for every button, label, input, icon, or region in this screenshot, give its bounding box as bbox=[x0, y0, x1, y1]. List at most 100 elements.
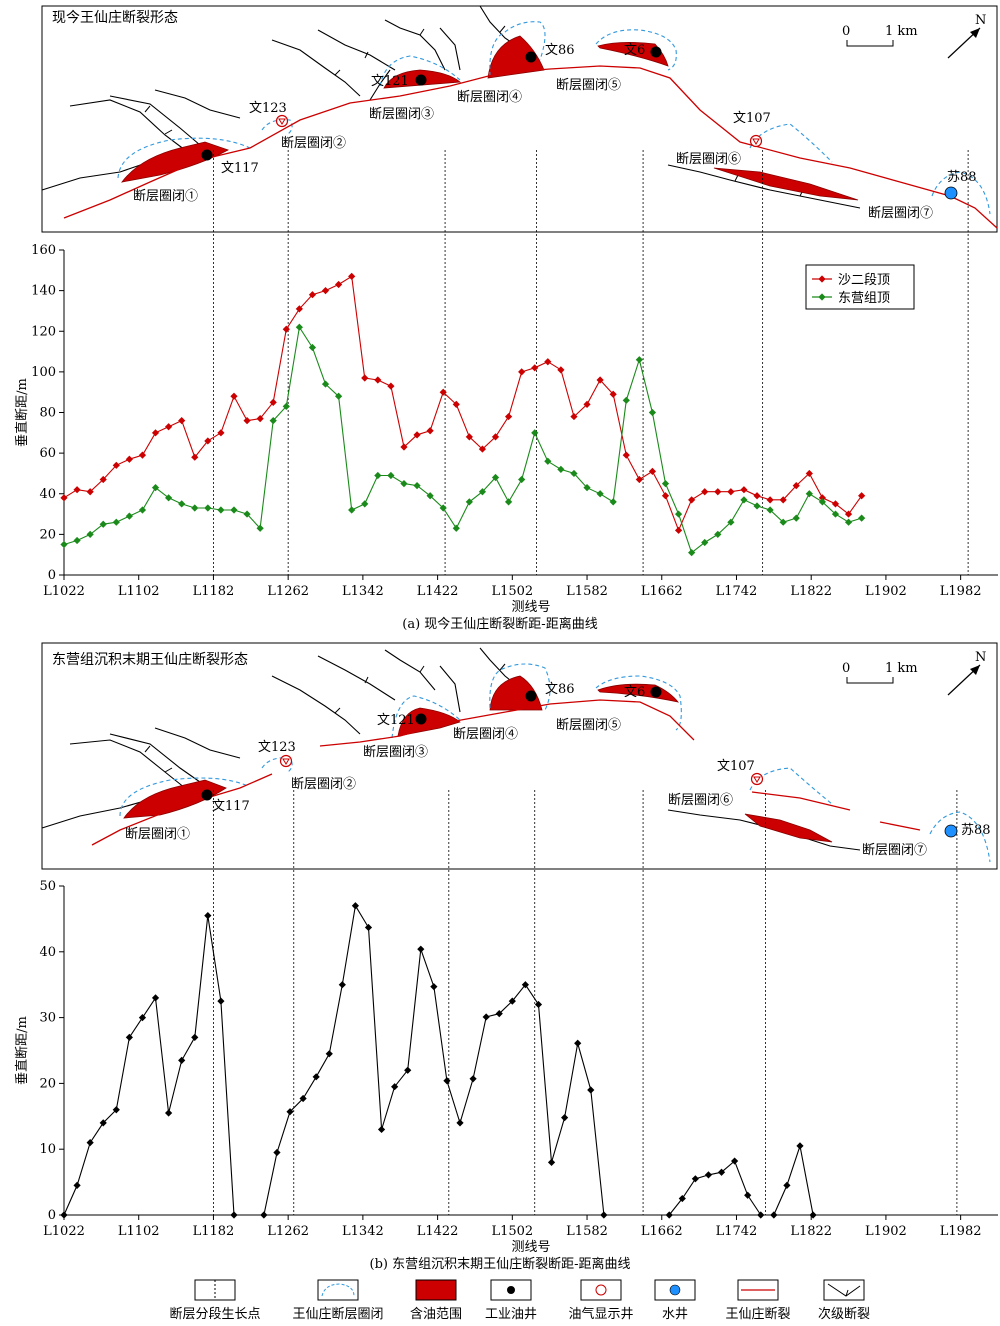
map-panel-a: 现今王仙庄断裂形态 0 1 km N bbox=[41, 5, 998, 233]
chart-b: 0 10 20 30 40 50 L1022 L1102 L1182 L1262 L1342 L142… bbox=[15, 790, 998, 1255]
data-point bbox=[417, 945, 425, 953]
data-point bbox=[178, 500, 186, 508]
x-tick-label: L1742 bbox=[716, 1224, 758, 1239]
map-panel-b: 东营组沉积末期王仙庄断裂形态 0 1 km N bbox=[41, 642, 998, 870]
well-label: 苏88 bbox=[947, 169, 977, 185]
data-point bbox=[727, 488, 735, 496]
data-point bbox=[191, 453, 199, 461]
data-point bbox=[426, 427, 434, 435]
x-tick-label: L1902 bbox=[865, 1224, 907, 1239]
oil-well-icon bbox=[415, 74, 427, 86]
closure-label: 断层圈闭① bbox=[125, 827, 190, 842]
data-point bbox=[534, 1000, 543, 1009]
legend-marker bbox=[818, 293, 826, 301]
data-point bbox=[178, 417, 186, 425]
well-label: 文117 bbox=[212, 799, 250, 814]
x-tick-label: L1102 bbox=[118, 584, 160, 599]
data-point bbox=[504, 412, 513, 421]
x-tick-label: L1582 bbox=[566, 584, 608, 599]
data-point bbox=[727, 518, 735, 526]
svg-text:N: N bbox=[975, 650, 986, 665]
x-tick-label: L1742 bbox=[716, 584, 758, 599]
y-tick-label: 80 bbox=[39, 406, 56, 421]
closure-label: 断层圈闭④ bbox=[453, 727, 518, 742]
legend-oil-area: 含油范围 bbox=[410, 1279, 462, 1322]
closure-label: 断层圈闭② bbox=[291, 777, 356, 792]
oil-well-icon bbox=[650, 46, 662, 58]
data-point bbox=[809, 1211, 817, 1219]
data-point bbox=[125, 512, 133, 520]
data-point bbox=[426, 492, 434, 500]
svg-text:水井: 水井 bbox=[662, 1307, 688, 1322]
data-point bbox=[831, 500, 840, 508]
data-point bbox=[282, 402, 290, 411]
closure-label: 断层圈闭② bbox=[281, 136, 346, 151]
legend-show-well: 油气显示井 bbox=[568, 1279, 634, 1322]
data-point bbox=[321, 287, 330, 295]
data-point bbox=[204, 437, 212, 445]
data-point bbox=[648, 467, 657, 476]
data-point bbox=[73, 536, 81, 545]
closure-outlines-a bbox=[117, 21, 991, 215]
data-point bbox=[377, 1125, 386, 1134]
y-tick-label: 160 bbox=[31, 243, 56, 258]
data-point bbox=[805, 469, 813, 478]
data-point bbox=[665, 1211, 673, 1219]
legend-marker bbox=[818, 275, 826, 283]
data-point bbox=[334, 392, 343, 400]
svg-text:油气显示井: 油气显示井 bbox=[568, 1306, 633, 1322]
data-point bbox=[165, 494, 173, 502]
data-point bbox=[260, 1211, 268, 1219]
series-line bbox=[263, 904, 605, 1216]
data-point bbox=[439, 388, 447, 396]
svg-text:王仙庄断裂: 王仙庄断裂 bbox=[725, 1306, 790, 1322]
show-well-icon bbox=[275, 114, 289, 128]
data-point bbox=[217, 997, 225, 1005]
data-point bbox=[286, 1108, 294, 1116]
water-well-icon bbox=[944, 824, 958, 838]
wells-b bbox=[201, 686, 958, 838]
data-point bbox=[531, 429, 539, 437]
data-point bbox=[831, 510, 840, 518]
svg-text:0: 0 bbox=[842, 24, 850, 39]
closure-label: 断层圈闭⑥ bbox=[676, 152, 741, 167]
data-point bbox=[792, 482, 800, 490]
y-tick-label: 120 bbox=[31, 324, 56, 339]
data-point bbox=[635, 356, 643, 364]
data-point bbox=[439, 504, 447, 512]
bottom-legend: 断层分段生长点 王仙庄断层圈闭 含油范围 工业油井 油气显示井 水井 bbox=[169, 1279, 870, 1322]
data-point bbox=[338, 981, 346, 989]
data-point bbox=[204, 912, 212, 920]
data-point bbox=[321, 380, 330, 388]
data-point bbox=[600, 1211, 608, 1219]
data-point bbox=[491, 473, 500, 482]
x-tick-label: L1502 bbox=[491, 584, 533, 599]
data-point bbox=[125, 1033, 133, 1041]
svg-text:1 km: 1 km bbox=[885, 24, 918, 39]
data-point bbox=[387, 382, 395, 390]
data-point bbox=[557, 465, 565, 473]
series-line bbox=[63, 275, 863, 532]
data-point bbox=[753, 492, 761, 500]
data-point bbox=[413, 431, 421, 439]
chart-a: 0 20 40 60 80 100 120 140 160 L1022 L1102 L1182 L126… bbox=[15, 150, 998, 615]
main-fault-b bbox=[91, 699, 921, 846]
svg-text:N: N bbox=[975, 13, 986, 28]
oil-areas-b bbox=[123, 675, 833, 843]
data-point bbox=[661, 492, 670, 500]
data-point bbox=[73, 1181, 81, 1189]
data-point bbox=[858, 514, 866, 522]
data-point bbox=[547, 1158, 556, 1166]
x-tick-label: L1182 bbox=[193, 584, 235, 599]
y-tick-label: 20 bbox=[39, 1076, 56, 1091]
data-point bbox=[112, 461, 120, 469]
data-point bbox=[299, 1094, 307, 1103]
data-point bbox=[387, 471, 395, 480]
x-tick-label: L1422 bbox=[417, 1224, 459, 1239]
data-point bbox=[635, 475, 643, 484]
data-point bbox=[348, 272, 356, 281]
x-tick-label: L1342 bbox=[342, 1224, 384, 1239]
data-point bbox=[348, 506, 356, 514]
well-label: 文6 bbox=[624, 685, 645, 700]
data-point bbox=[256, 414, 264, 423]
